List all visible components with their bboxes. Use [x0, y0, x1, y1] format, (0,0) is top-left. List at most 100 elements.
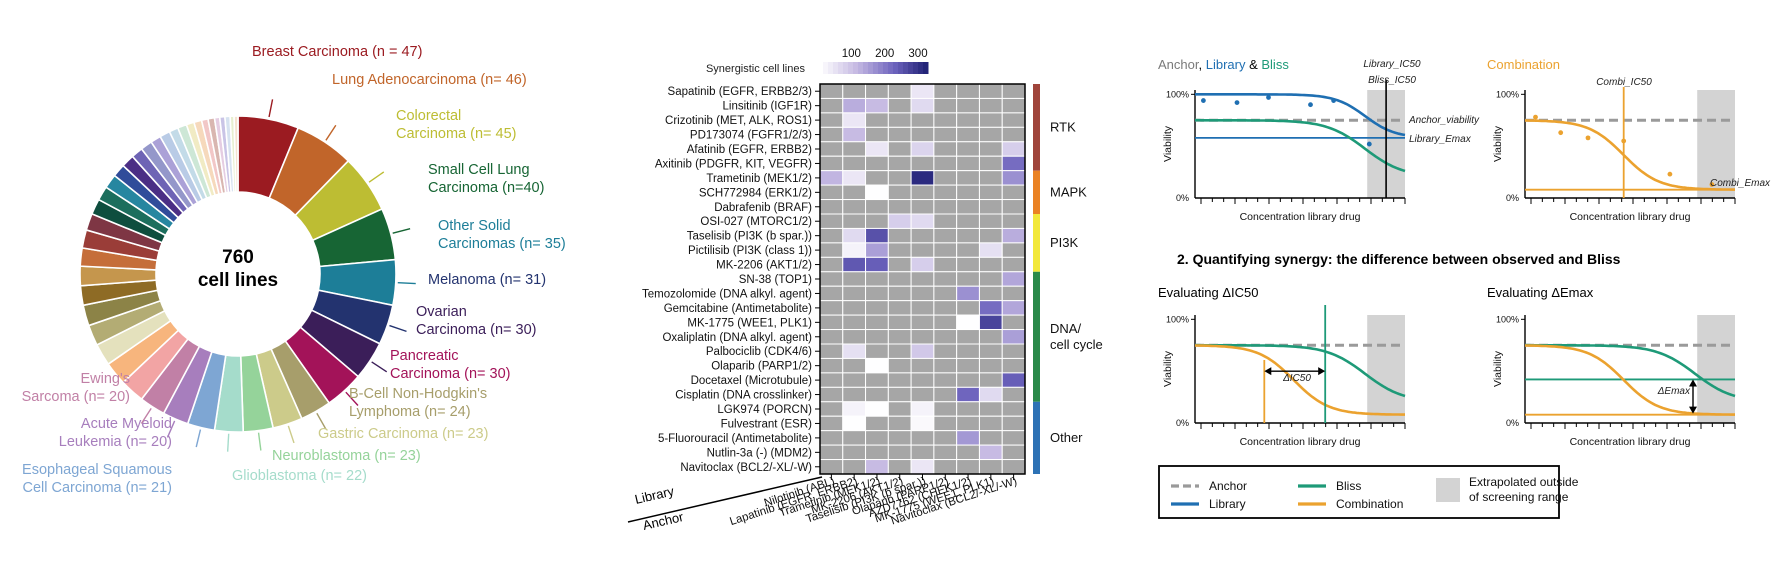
heatmap-row-label: Sapatinib (EGFR, ERBB2/3) [668, 86, 813, 98]
heatmap-cell [887, 300, 912, 316]
heatmap-legend-swatch [913, 62, 919, 74]
heatmap-col-axis-label: Anchor [641, 509, 685, 533]
heatmap-legend-swatch [918, 62, 924, 74]
heatmap-row-label: Pictilisib (PI3K (class 1)) [688, 245, 812, 257]
heatmap-cell [1001, 97, 1026, 114]
heatmap-cell [842, 444, 867, 461]
heatmap-cell [819, 386, 844, 403]
heatmap-cell [956, 126, 980, 143]
heatmap-cell [1001, 459, 1026, 475]
heatmap-cell [933, 141, 958, 157]
donut-slice-label: Esophageal Squamous [22, 462, 172, 478]
heatmap-row-label: Navitoclax (BCL2/-XL/-W) [680, 462, 812, 474]
heatmap-cell [887, 83, 912, 99]
heatmap-cell [978, 126, 1003, 143]
heatmap-cell [819, 141, 844, 157]
heatmap-cell [865, 141, 889, 157]
x-axis-label: Concentration library drug [1240, 436, 1361, 448]
heatmap-cell [956, 184, 980, 201]
heatmap-cell [956, 256, 980, 273]
heatmap-group-bar [1033, 170, 1040, 214]
heatmap-cell [910, 314, 935, 331]
subtitle-demax: Evaluating ΔEmax [1487, 285, 1594, 300]
heatmap-cell [865, 97, 889, 114]
donut-center-count: 760 [222, 247, 254, 268]
delta-arrowhead [1318, 367, 1326, 376]
heatmap-cell [865, 112, 889, 128]
heatmap-row-label: Dabrafenib (BRAF) [714, 202, 812, 214]
heatmap-legend-swatch [893, 62, 899, 74]
heatmap-cell [887, 242, 912, 258]
x-axis-label: Concentration library drug [1570, 211, 1691, 223]
heatmap-cell [842, 430, 867, 446]
heatmap-cell [956, 83, 980, 99]
donut-slice-label: Sarcoma (n= 20) [22, 389, 130, 405]
heatmap-cell [910, 213, 935, 229]
heatmap-group-label: MAPK [1050, 184, 1087, 199]
header-title: Anchor, Library & Bliss [1158, 57, 1289, 72]
heatmap-legend-swatch [858, 62, 864, 74]
heatmap-cell [978, 271, 1003, 287]
heatmap-legend-tick: 300 [908, 48, 927, 60]
heatmap-cell [887, 285, 912, 302]
heatmap-legend-swatch [898, 62, 904, 74]
heatmap-cell [842, 357, 867, 374]
heatmap-cell [1001, 372, 1026, 388]
heatmap-cell [865, 213, 889, 229]
combination-curve [1525, 119, 1735, 191]
section-title: 2. Quantifying synergy: the difference b… [1177, 251, 1621, 267]
heatmap-cell [933, 430, 958, 446]
donut-slice-label: Glioblastoma (n= 22) [232, 468, 367, 484]
heatmap-row-label: OSI-027 (MTORC1/2) [700, 216, 812, 228]
donut-slice-label: Lymphoma (n= 24) [349, 404, 471, 420]
heatmap-chart: Synergistic cell lines 100 200 300 Sapatin… [627, 48, 1103, 533]
donut-leader-line [268, 99, 274, 118]
heatmap-cell [910, 242, 935, 258]
heatmap-cell [819, 227, 844, 244]
heatmap-row-label: Afatinib (EGFR, ERBB2) [687, 144, 812, 156]
heatmap-group-bar [1033, 214, 1040, 272]
heatmap-cell [1001, 329, 1026, 345]
heatmap-cell [910, 83, 935, 99]
heatmap-legend-swatch [853, 62, 859, 74]
heatmap-cell [933, 285, 958, 302]
heatmap-cell [978, 97, 1003, 114]
donut-leader-line [140, 408, 152, 424]
heatmap-legend-swatch [908, 62, 914, 74]
heatmap-cell [819, 184, 844, 201]
delta-arrowhead [1689, 406, 1697, 414]
heatmap-cell [978, 329, 1003, 345]
heatmap-cell [956, 112, 980, 128]
heatmap-cell [865, 386, 889, 403]
heatmap-cell [842, 271, 867, 287]
heatmap-cell [842, 372, 867, 388]
heatmap-cell [933, 199, 958, 215]
heatmap-cell [910, 459, 935, 475]
heatmap-cell [956, 170, 980, 186]
y-tick-label-top: 100% [1166, 314, 1189, 324]
label-bliss-ic50: Bliss_IC50 [1368, 75, 1416, 86]
donut-slice-label: Carcinoma (n=40) [428, 180, 544, 196]
heatmap-cell [865, 170, 889, 186]
heatmap-cell [1001, 401, 1026, 417]
donut-slice-label: Acute Myeloid [81, 416, 172, 432]
heatmap-cell [887, 155, 912, 172]
legend-label: Combination [1336, 497, 1403, 511]
label-delta-ic50: ΔIC50 [1282, 373, 1311, 384]
donut-leader-line [257, 432, 262, 451]
heatmap-cell [819, 415, 844, 432]
heatmap-cell [842, 415, 867, 432]
heatmap-cell [910, 184, 935, 201]
heatmap-cell [1001, 126, 1026, 143]
heatmap-cell [865, 199, 889, 215]
donut-center-unit: cell lines [198, 270, 278, 291]
heatmap-cell [933, 126, 958, 143]
heatmap-row-label: SCH772984 (ERK1/2) [699, 187, 812, 199]
heatmap-cell [978, 401, 1003, 417]
heatmap-group-label: PI3K [1050, 235, 1079, 250]
heatmap-cell [819, 329, 844, 345]
legend-swatch [1436, 478, 1460, 502]
heatmap-cell [865, 242, 889, 258]
heatmap-cell [842, 141, 867, 157]
heatmap-cell [1001, 184, 1026, 201]
